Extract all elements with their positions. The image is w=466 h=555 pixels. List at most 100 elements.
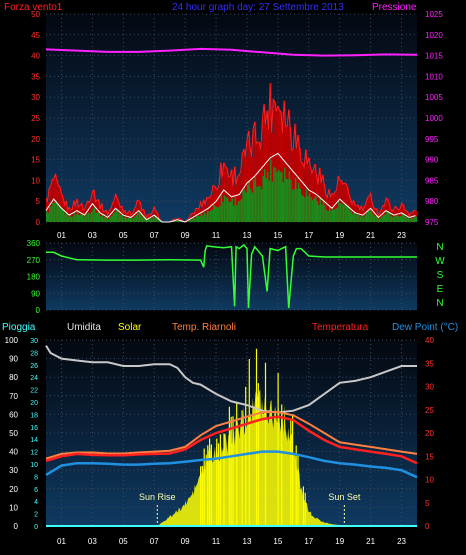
time-tick-label: 21 bbox=[366, 231, 375, 240]
wind-gust-bar bbox=[322, 174, 325, 222]
wind-average-bar bbox=[328, 207, 331, 222]
wind-gust-bar bbox=[256, 143, 258, 222]
humidity-tick-label: 40 bbox=[9, 448, 18, 457]
wind-gust-bar bbox=[222, 177, 224, 222]
wind-gust-bar bbox=[288, 109, 291, 222]
wind-gust-bar bbox=[103, 211, 105, 222]
wind-average-bar bbox=[195, 215, 198, 222]
humidity-tick-label: 50 bbox=[9, 429, 18, 438]
wind-gust-bar bbox=[59, 187, 62, 222]
rain-tick-label: 22 bbox=[30, 388, 38, 395]
wind-gust-bar bbox=[236, 184, 238, 222]
wind-average-bar bbox=[66, 212, 68, 222]
wind-gust-bar bbox=[135, 206, 138, 222]
wind-gust-bar bbox=[202, 207, 204, 222]
wind-average-bar bbox=[78, 215, 81, 222]
wind-average-bar bbox=[325, 209, 328, 222]
wind-average-bar bbox=[206, 211, 209, 222]
wind-gust-bar bbox=[72, 209, 74, 222]
wind-average-bar bbox=[202, 215, 204, 222]
wind-average-bar bbox=[101, 213, 104, 222]
wind-average-bar bbox=[281, 172, 283, 222]
wind-average-bar bbox=[120, 215, 122, 222]
wind-average-bar bbox=[277, 169, 280, 222]
wind-average-bar bbox=[213, 205, 215, 222]
wind-gust-bar bbox=[228, 177, 230, 222]
wind-average-bar bbox=[226, 197, 229, 222]
wind-average-bar bbox=[404, 216, 407, 222]
wind-average-bar bbox=[375, 216, 377, 222]
time-tick-label: 19 bbox=[335, 231, 344, 240]
rain-tick-label: 8 bbox=[34, 474, 38, 481]
wind-gust-bar bbox=[355, 205, 357, 222]
wind-average-bar bbox=[114, 212, 116, 222]
wind-gust-bar bbox=[197, 208, 200, 222]
wind-gust-bar bbox=[410, 213, 413, 222]
wind-average-bar bbox=[379, 217, 382, 222]
wind-average-bar bbox=[245, 192, 247, 222]
time-tick-label: 05 bbox=[119, 231, 128, 240]
wind-gust-bar bbox=[396, 208, 399, 222]
compass-label: N bbox=[436, 298, 443, 309]
time-tick-label: 13 bbox=[243, 537, 252, 546]
rain-tick-label: 26 bbox=[30, 363, 38, 370]
wind-gust-bar bbox=[409, 215, 411, 222]
pressure-tick-label: 985 bbox=[425, 176, 439, 185]
wind-average-bar bbox=[140, 213, 142, 222]
direction-tick-label: 0 bbox=[36, 306, 41, 315]
wind-average-line bbox=[45, 152, 416, 223]
temperature-tick-label: 30 bbox=[425, 383, 434, 392]
wind-average-bar bbox=[107, 218, 110, 222]
wind-average-bar bbox=[265, 178, 268, 222]
temperature-legend: Temperatura bbox=[312, 322, 369, 333]
wind-average-bar bbox=[129, 216, 132, 222]
temperature-tick-label: 25 bbox=[425, 406, 434, 415]
wind-average-bar bbox=[225, 197, 227, 222]
direction-tick-label: 270 bbox=[27, 256, 41, 265]
humidity-legend: Umidita bbox=[67, 322, 101, 333]
solar-spikes bbox=[200, 348, 306, 526]
riarnoli-line bbox=[45, 411, 418, 460]
wind-average-bar bbox=[395, 214, 397, 222]
wind-gust-bar bbox=[372, 203, 374, 222]
wind-gust-bar bbox=[375, 209, 377, 222]
wind-gust-bar bbox=[271, 132, 274, 222]
wind-average-bar bbox=[352, 213, 354, 222]
temperature-axis: 0 5 10 15 20 25 30 35 40 bbox=[425, 336, 434, 531]
wind-average-bar bbox=[217, 207, 220, 222]
wind-gust-bar bbox=[208, 198, 210, 222]
compass-label: E bbox=[437, 284, 444, 295]
wind-gust-bar bbox=[56, 179, 59, 222]
wind-gust-bar bbox=[281, 112, 283, 222]
wind-gust-bar bbox=[78, 206, 81, 222]
wind-gust-bar bbox=[328, 189, 331, 222]
dew-point-line bbox=[45, 450, 418, 479]
pressure-tick-label: 1005 bbox=[425, 93, 443, 102]
wind-gust-bar bbox=[384, 205, 387, 222]
wind-average-bar bbox=[301, 194, 303, 222]
wind-gust-bar bbox=[362, 210, 365, 222]
rain-tick-label: 4 bbox=[34, 499, 38, 506]
wind-gust-bar bbox=[155, 210, 158, 222]
wind-average-bar bbox=[236, 205, 238, 222]
wind-gust-bar bbox=[267, 110, 269, 222]
wind-gust-bar bbox=[359, 209, 362, 222]
humidity-axis: 0 10 20 30 40 50 60 70 80 90 100 bbox=[5, 336, 19, 531]
wind-average-bar bbox=[234, 197, 237, 222]
wind-average-bar bbox=[268, 180, 271, 222]
wind-gust-bar bbox=[81, 203, 84, 222]
wind-gust-bar bbox=[344, 183, 346, 222]
wind-average-bar bbox=[274, 168, 277, 222]
wind-speed-axis: 0 5 10 15 20 25 30 35 40 45 50 bbox=[31, 10, 40, 227]
compass-label: W bbox=[435, 256, 445, 267]
wind-tick-label: 15 bbox=[31, 156, 40, 165]
pressure-tick-label: 1000 bbox=[425, 114, 443, 123]
wind-time-axis: 01 03 05 07 09 11 13 15 17 19 21 23 bbox=[57, 231, 407, 240]
rain-tick-label: 14 bbox=[30, 437, 38, 444]
wind-average-bar bbox=[299, 188, 302, 222]
wind-direction-line bbox=[46, 243, 417, 309]
wind-average-bar bbox=[137, 212, 139, 222]
time-tick-label: 07 bbox=[150, 231, 159, 240]
humidity-tick-label: 20 bbox=[9, 485, 18, 494]
